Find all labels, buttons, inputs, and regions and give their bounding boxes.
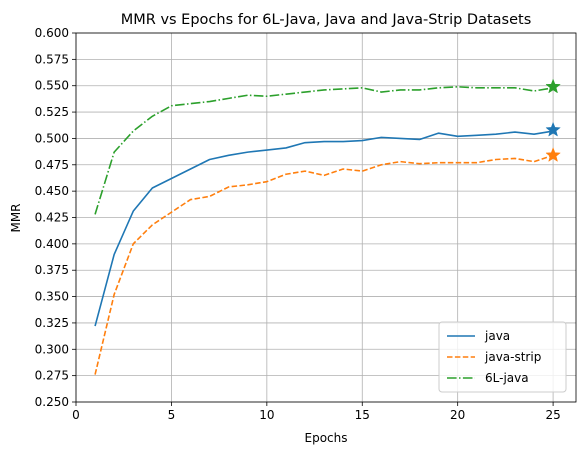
series-layer bbox=[94, 85, 554, 375]
y-axis-title: MMR bbox=[9, 203, 23, 232]
series-line-java-strip bbox=[94, 154, 554, 375]
best-point-star-marker bbox=[545, 147, 561, 162]
legend: java java-strip 6L-java bbox=[438, 321, 567, 393]
y-tick-label: 0.375 bbox=[35, 263, 69, 277]
x-tick-label: 10 bbox=[259, 408, 274, 422]
legend-label: java bbox=[484, 329, 510, 343]
y-tick-label: 0.275 bbox=[35, 369, 69, 383]
y-tick-label: 0.300 bbox=[35, 342, 69, 356]
grid-layer bbox=[75, 32, 576, 403]
chart-title: MMR vs Epochs for 6L-Java, Java and Java… bbox=[121, 12, 532, 28]
y-tick-label: 0.550 bbox=[35, 79, 69, 93]
y-tick-label: 0.400 bbox=[35, 237, 69, 251]
x-tick-label: 15 bbox=[355, 408, 370, 422]
x-tick-label: 0 bbox=[72, 408, 80, 422]
series-line-java bbox=[94, 130, 554, 327]
y-tick-label: 0.450 bbox=[35, 184, 69, 198]
legend-label: 6L-java bbox=[485, 371, 529, 385]
y-tick-label: 0.500 bbox=[35, 131, 69, 145]
x-axis-title: Epochs bbox=[305, 431, 348, 445]
series-line-6L-java bbox=[94, 85, 554, 215]
y-tick-label: 0.575 bbox=[35, 52, 69, 66]
y-tick-label: 0.350 bbox=[35, 290, 69, 304]
y-tick-label: 0.600 bbox=[35, 26, 69, 40]
x-tick-label: 5 bbox=[168, 408, 176, 422]
best-point-star-marker bbox=[545, 121, 561, 137]
y-tick-label: 0.525 bbox=[35, 105, 69, 119]
y-tick-label: 0.425 bbox=[35, 211, 69, 225]
legend-box bbox=[438, 321, 567, 393]
legend-label: java-strip bbox=[484, 350, 541, 364]
best-point-star-marker bbox=[545, 78, 561, 94]
x-tick-label: 25 bbox=[545, 408, 560, 422]
marker-layer bbox=[545, 78, 561, 162]
y-tick-label: 0.250 bbox=[35, 395, 69, 409]
y-tick-label: 0.325 bbox=[35, 316, 69, 330]
y-tick-label: 0.475 bbox=[35, 158, 69, 172]
tick-layer: 0 5 10 15 20 25 0.250 0.275 0.300 0.325 0.350 0.375… bbox=[35, 26, 561, 422]
x-tick-label: 20 bbox=[450, 408, 465, 422]
